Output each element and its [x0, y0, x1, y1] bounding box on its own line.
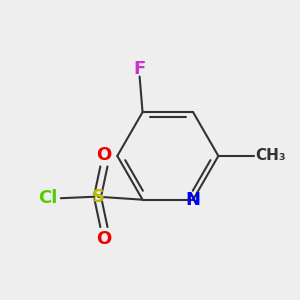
Text: N: N [186, 191, 201, 209]
Text: Cl: Cl [38, 189, 58, 207]
Text: O: O [96, 146, 112, 164]
Text: F: F [134, 60, 146, 78]
Text: O: O [96, 230, 112, 248]
Text: CH₃: CH₃ [256, 148, 286, 164]
Text: S: S [92, 188, 104, 206]
